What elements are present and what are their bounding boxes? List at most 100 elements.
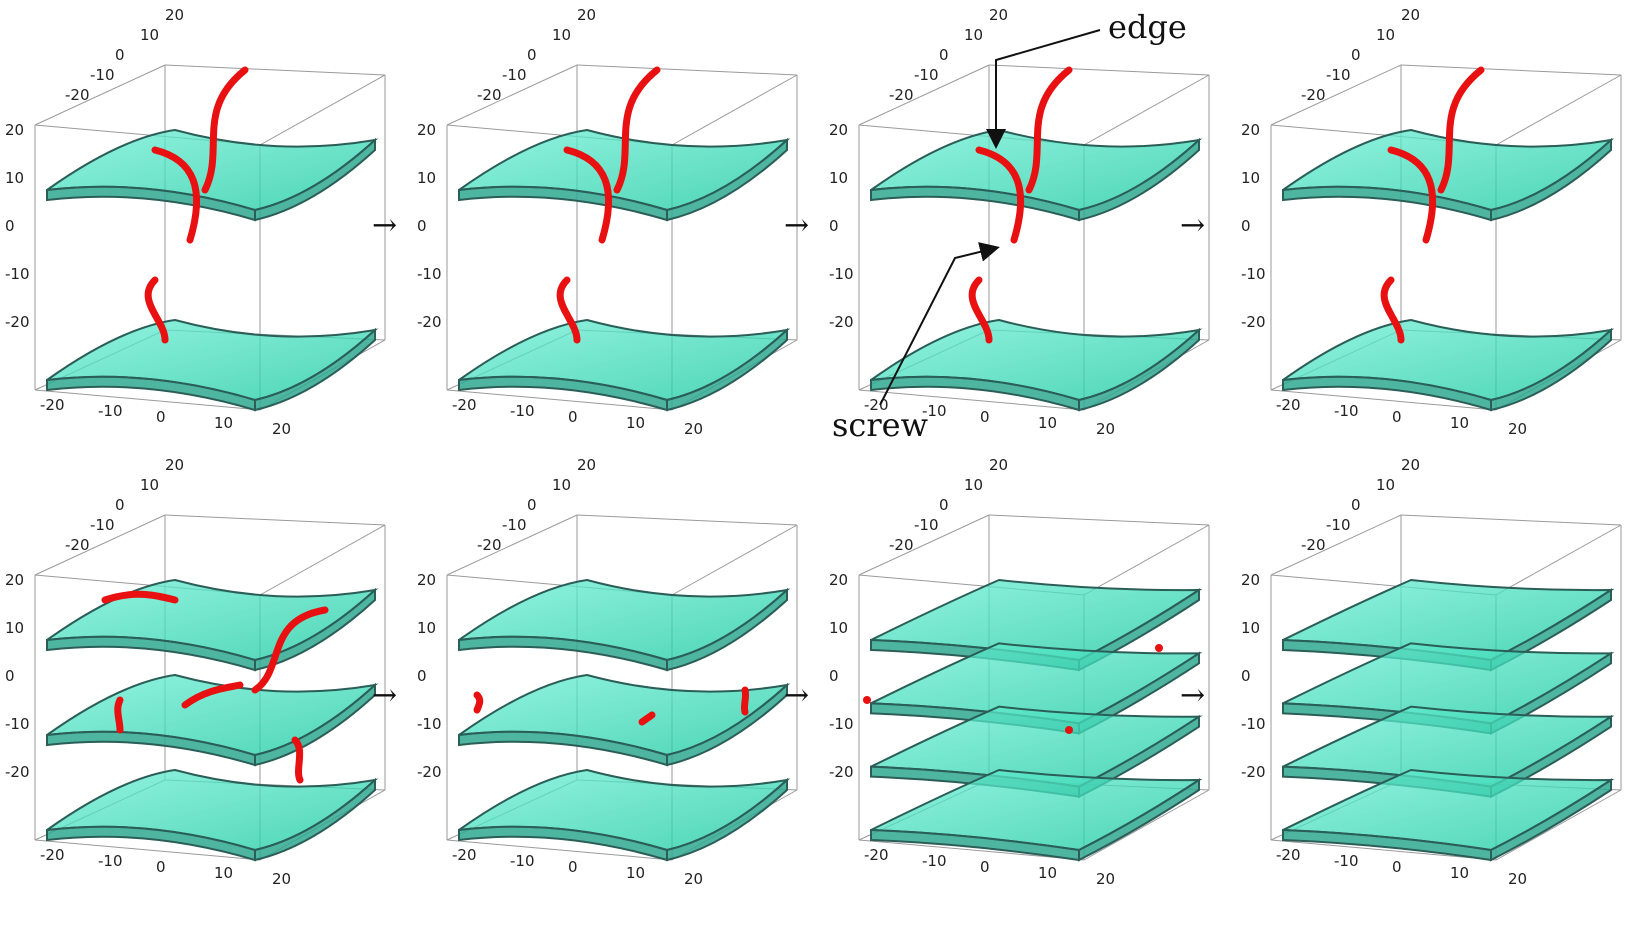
y-tick-label: 10 (1376, 26, 1395, 44)
x-tick-label: 10 (1450, 864, 1469, 882)
sheet (458, 318, 791, 412)
box-edge (446, 64, 578, 126)
x-tick-label: 10 (214, 864, 233, 882)
x-tick-label: 20 (1096, 870, 1115, 888)
z-tick-label: 10 (1241, 169, 1260, 187)
x-tick-label: -20 (864, 846, 889, 864)
z-tick-label: 0 (5, 667, 15, 685)
transition-arrow: → (784, 678, 809, 713)
x-tick-label: 10 (626, 864, 645, 882)
sheet-edge (1490, 327, 1612, 412)
sheet (870, 768, 1203, 862)
transition-arrow: → (372, 678, 397, 713)
y-tick-label: 0 (1351, 496, 1361, 514)
sheet-edge (1078, 778, 1200, 862)
x-tick-label: -20 (1276, 846, 1301, 864)
defect-line (144, 276, 169, 344)
x-tick-label: -10 (98, 402, 123, 420)
sheet (458, 768, 791, 862)
box-edge (1270, 389, 1497, 411)
y-tick-label: 0 (939, 496, 949, 514)
y-tick-label: -10 (1326, 516, 1351, 534)
z-tick-label: -10 (829, 265, 854, 283)
z-tick-label: -20 (5, 763, 30, 781)
z-tick-label: 10 (829, 169, 848, 187)
defect-line (975, 146, 1024, 244)
y-tick-label: -10 (914, 66, 939, 84)
x-tick-label: -10 (1334, 852, 1359, 870)
y-tick-label: 0 (115, 496, 125, 514)
z-tick-label: -10 (417, 715, 442, 733)
defect-line (1380, 276, 1405, 344)
y-tick-label: 0 (939, 46, 949, 64)
x-tick-label: -10 (922, 402, 947, 420)
y-tick-label: -10 (90, 516, 115, 534)
z-tick-label: 10 (829, 619, 848, 637)
z-tick-label: 0 (1241, 667, 1251, 685)
x-tick-label: 20 (272, 420, 291, 438)
z-tick-label: 20 (1241, 571, 1260, 589)
y-tick-label: -10 (502, 66, 527, 84)
box-edge (1270, 514, 1402, 576)
defect-line (291, 736, 304, 784)
defect-line (740, 686, 750, 716)
y-tick-label: -20 (477, 86, 502, 104)
box-edge (988, 64, 1210, 76)
screw-label: screw (832, 406, 928, 444)
box-edge (446, 389, 673, 411)
y-tick-label: 20 (577, 456, 596, 474)
z-tick-label: -20 (829, 313, 854, 331)
defect-line (638, 711, 656, 726)
defect-lines (863, 644, 1163, 734)
z-tick-label: -10 (5, 265, 30, 283)
x-tick-label: 0 (1392, 408, 1402, 426)
box-edge (858, 389, 1085, 411)
x-tick-label: -10 (510, 402, 535, 420)
y-tick-label: 0 (1351, 46, 1361, 64)
x-tick-label: -20 (452, 396, 477, 414)
x-tick-label: 10 (1450, 414, 1469, 432)
defect-line (1437, 66, 1485, 194)
sheet (1282, 768, 1615, 862)
defect-line (613, 66, 661, 194)
x-tick-label: 10 (1038, 864, 1057, 882)
x-tick-label: -10 (922, 852, 947, 870)
box-edge (1495, 524, 1622, 596)
defect-lines (556, 66, 661, 344)
defect-line (473, 691, 484, 714)
x-tick-label: -10 (98, 852, 123, 870)
sheet-edge (1078, 327, 1200, 412)
defect-point (1065, 726, 1073, 734)
box-edge (1083, 74, 1210, 146)
box-edge (34, 64, 166, 126)
y-tick-label: -10 (1326, 66, 1351, 84)
box-edge (1083, 789, 1210, 861)
z-tick-label: -10 (417, 265, 442, 283)
z-tick-label: 10 (417, 169, 436, 187)
box-edge (988, 514, 1210, 526)
transition-arrow: → (784, 208, 809, 243)
sheet (46, 768, 379, 862)
defect-point (1155, 644, 1163, 652)
sheet-edge (666, 587, 788, 672)
defect-line (201, 66, 249, 194)
x-tick-label: 0 (1392, 858, 1402, 876)
y-tick-label: 20 (577, 6, 596, 24)
y-tick-label: 10 (552, 26, 571, 44)
z-tick-label: 10 (417, 619, 436, 637)
z-tick-label: 10 (5, 169, 24, 187)
box-edge (576, 514, 798, 526)
z-tick-label: -10 (5, 715, 30, 733)
z-tick-label: 10 (1241, 619, 1260, 637)
z-tick-label: 0 (417, 667, 427, 685)
sheet (1282, 318, 1615, 412)
box-edge (576, 64, 798, 76)
sheet (458, 673, 791, 767)
